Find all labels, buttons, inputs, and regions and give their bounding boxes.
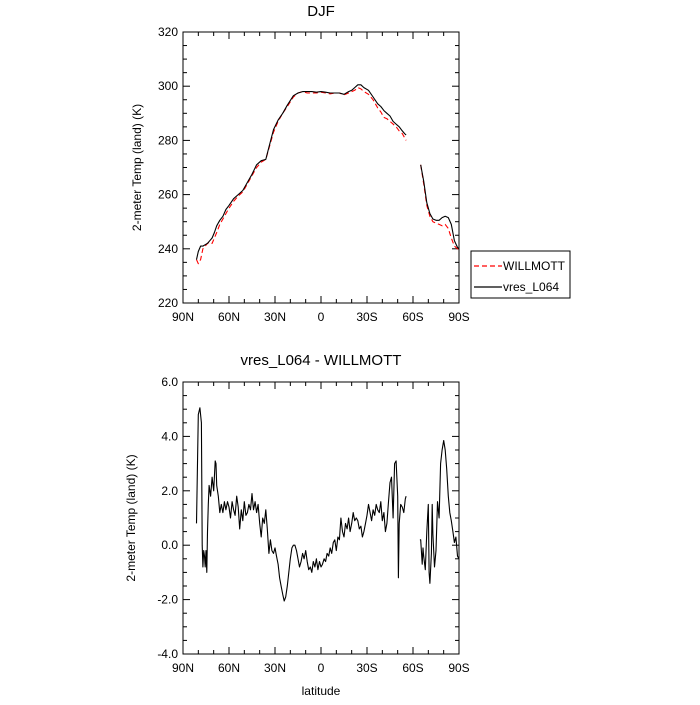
series-line-willmott — [420, 164, 459, 250]
y-tick-label: 2.0 — [161, 484, 178, 498]
series-layer — [195, 407, 460, 602]
y-tick-label: 240 — [158, 242, 178, 256]
plot-frame — [182, 31, 460, 304]
axis-ticks: 90N 60N 30N 0 30S 60S 90S 220 240 260 280 300 320 — [158, 25, 470, 324]
series-layer — [195, 84, 460, 265]
series-line-vres-l064-willmott — [419, 439, 460, 584]
x-tick-label: 30N — [264, 310, 286, 324]
chart-title: DJF — [307, 3, 335, 20]
x-tick-label: 90N — [172, 310, 194, 324]
y-tick-label: 280 — [158, 133, 178, 147]
x-tick-label: 0 — [318, 661, 325, 675]
y-tick-label: 0.0 — [161, 538, 178, 552]
x-tick-label: 90N — [172, 661, 194, 675]
y-tick-label: 320 — [158, 25, 178, 39]
legend-label-vres: vres_L064 — [503, 280, 559, 294]
x-tick-label: 0 — [318, 310, 325, 324]
legend-label-willmott: WILLMOTT — [503, 259, 566, 273]
chart-panel-difference: vres_L064 - WILLMOTT latitude 2-meter Te… — [124, 352, 470, 698]
y-tick-label: 260 — [158, 188, 178, 202]
legend-box — [470, 250, 571, 299]
x-tick-label: 60N — [218, 661, 240, 675]
x-tick-label: 30S — [356, 310, 377, 324]
x-tick-label: 30S — [356, 661, 377, 675]
y-tick-label: -4.0 — [157, 647, 178, 661]
series-line-vres-l064 — [420, 164, 460, 250]
x-tick-label: 30N — [264, 661, 286, 675]
y-tick-label: -2.0 — [157, 593, 178, 607]
y-tick-label: 6.0 — [161, 375, 178, 389]
series-line-vres-l064 — [195, 84, 407, 260]
x-tick-label: 90S — [448, 661, 469, 675]
chart-panel-temperature: DJF 2-meter Temp (land) (K) 90N 60N 30N 0 30… — [130, 3, 571, 324]
chart-title: vres_L064 - WILLMOTT — [241, 352, 402, 369]
x-tick-label: 60S — [402, 661, 423, 675]
x-axis-label: latitude — [302, 684, 341, 698]
y-axis-label: 2-meter Temp (land) (K) — [124, 454, 138, 581]
y-axis-label: 2-meter Temp (land) (K) — [130, 104, 144, 231]
series-line-willmott — [195, 87, 407, 265]
y-tick-label: 220 — [158, 296, 178, 310]
plot-frame — [182, 381, 460, 655]
x-tick-label: 60N — [218, 310, 240, 324]
axis-ticks: 90N 60N 30N 0 30S 60S 90S -4.0 -2.0 0.0 2.0 4.0 6.0 — [157, 375, 469, 675]
y-tick-label: 300 — [158, 79, 178, 93]
x-tick-label: 60S — [402, 310, 423, 324]
y-tick-label: 4.0 — [161, 429, 178, 443]
legend: WILLMOTT vres_L064 — [470, 250, 571, 299]
series-line-vres-l064-willmott — [195, 407, 407, 602]
x-tick-label: 90S — [448, 310, 469, 324]
